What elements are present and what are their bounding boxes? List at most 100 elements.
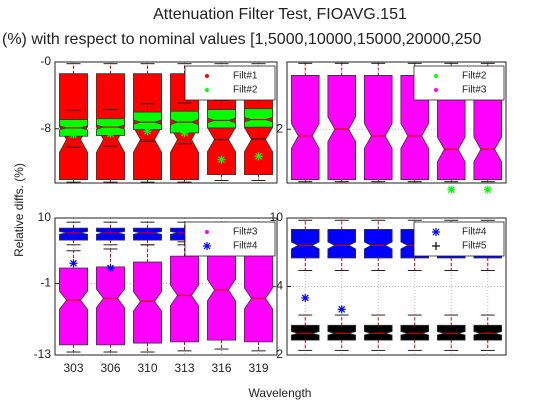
marker-stroke	[70, 259, 77, 267]
mean-marker	[143, 127, 152, 136]
legend-label: Filt#4	[233, 241, 258, 252]
marker-stroke	[107, 130, 114, 138]
axes-frame	[54, 217, 278, 356]
legend: Filt#4 Filt#5	[413, 221, 505, 257]
mean-marker	[205, 74, 209, 78]
legend-box	[184, 65, 276, 101]
dot	[434, 88, 438, 92]
x-tick-label: 306	[100, 361, 120, 375]
x-tick-label: 313	[174, 361, 194, 375]
marker-stroke	[203, 242, 211, 250]
x-tick-label: 303	[63, 361, 83, 375]
marker-stroke	[70, 131, 77, 139]
box	[59, 227, 88, 241]
legend-box	[184, 221, 276, 257]
plot-content	[59, 221, 273, 353]
dot	[205, 74, 209, 78]
y-tick-label: -2	[272, 347, 283, 361]
legend-label: Filt#4	[462, 227, 487, 238]
marker-stroke	[338, 305, 346, 313]
legend-label: Filt#3	[233, 227, 258, 238]
mean-marker	[180, 128, 189, 137]
mean-marker	[447, 185, 456, 194]
marker-stroke	[107, 264, 114, 272]
mean-marker	[69, 130, 78, 139]
mean-marker	[203, 242, 211, 250]
title-line: Attenuation Filter Test, FIOAVG.151	[153, 6, 407, 23]
legend: Filt#3 Filt#4	[184, 221, 276, 257]
axes-frame	[286, 217, 507, 356]
axes-frame	[54, 61, 278, 184]
x-tick-label: 316	[211, 361, 231, 375]
legend-label: Filt#1	[233, 71, 258, 82]
box	[170, 255, 199, 343]
box	[290, 229, 320, 259]
y-tick-label: 10	[38, 210, 52, 224]
legend-label: Filt#2	[233, 85, 258, 96]
y-tick-label: -13	[34, 347, 52, 361]
marker-stroke	[301, 294, 309, 302]
box	[133, 111, 162, 130]
box	[133, 261, 162, 344]
mean-marker	[434, 88, 438, 92]
x-tick-label: 319	[248, 361, 268, 375]
y-axis-label: Relative diffs. (%)	[12, 163, 26, 257]
box	[436, 75, 466, 181]
dot	[205, 230, 209, 234]
box	[363, 229, 393, 259]
x-axis-label: Wavelength	[249, 386, 312, 400]
box	[207, 109, 236, 129]
mean-marker	[337, 305, 346, 314]
box	[133, 227, 162, 241]
box	[59, 267, 88, 346]
mean-marker	[483, 185, 492, 194]
dot	[434, 74, 438, 78]
mean-marker	[205, 230, 209, 234]
legend: Filt#1 Filt#2	[184, 65, 276, 101]
box	[327, 75, 357, 181]
marker-stroke	[218, 156, 225, 164]
box	[96, 266, 125, 346]
y-tick-label: -8	[40, 121, 51, 135]
mean-marker	[432, 242, 440, 250]
mean-marker	[217, 155, 226, 164]
mean-marker	[69, 259, 78, 268]
mean-marker	[106, 264, 115, 273]
plot-content	[59, 63, 273, 183]
box	[473, 75, 503, 181]
y-tick-label: 10	[270, 210, 284, 224]
marker-stroke	[181, 129, 188, 137]
marker-stroke	[144, 127, 151, 135]
box	[96, 227, 125, 241]
box	[363, 75, 393, 181]
dot	[205, 88, 209, 92]
mean-marker	[432, 228, 440, 236]
mean-marker	[205, 88, 209, 92]
box	[327, 229, 357, 259]
legend-label: Filt#3	[462, 85, 487, 96]
marker-stroke	[432, 228, 440, 236]
x-tick-label: 310	[137, 361, 157, 375]
legend-box	[413, 221, 505, 257]
y-tick-label: -0	[40, 54, 51, 68]
marker-stroke	[484, 186, 492, 194]
y-tick-label: 2	[276, 121, 283, 135]
box	[290, 75, 320, 181]
legend: Filt#2 Filt#3	[413, 65, 505, 101]
box	[207, 249, 236, 341]
legend-label: Filt#5	[462, 241, 487, 252]
box	[244, 108, 273, 128]
axes-frame	[286, 61, 507, 184]
legend-label: Filt#2	[462, 71, 487, 82]
mean-marker	[106, 129, 115, 138]
y-tick-label: -4	[272, 279, 283, 293]
legend-box	[413, 65, 505, 101]
mean-marker	[254, 152, 263, 161]
plot-content	[290, 62, 503, 183]
title-line: (%) with respect to nominal values [1,50…	[2, 31, 482, 48]
marker-stroke	[255, 152, 262, 160]
y-tick-label: -1	[40, 276, 51, 290]
mean-marker	[434, 74, 438, 78]
